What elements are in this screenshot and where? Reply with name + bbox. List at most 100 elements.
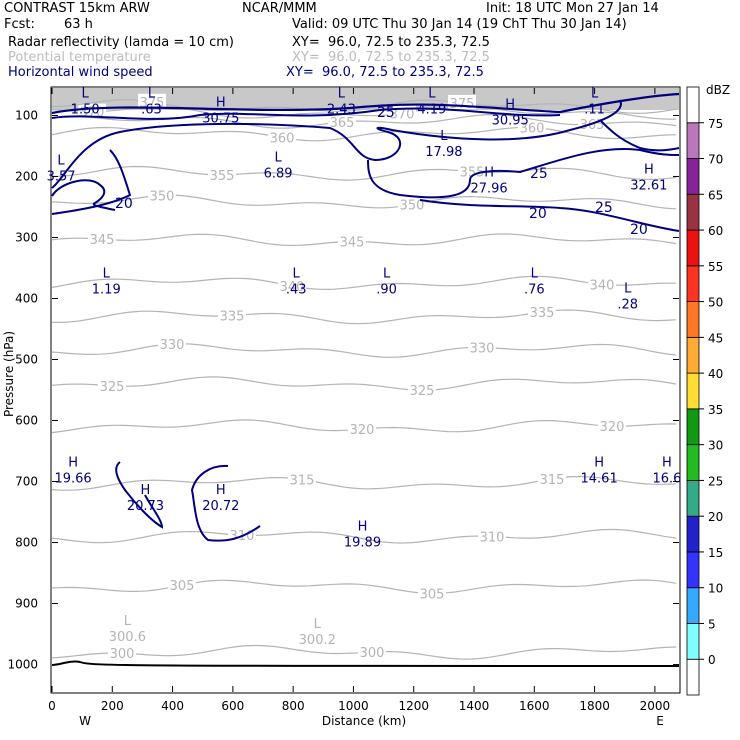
wind-extremum-type: H [594,455,604,470]
colorbar-label: 30 [708,439,723,453]
wind-extremum-value: 3.57 [47,169,76,184]
theta-contour-label: 320 [600,420,625,435]
colorbar-segment [686,551,700,589]
colorbar-label: 20 [708,510,723,524]
theta-label-bg [588,276,616,291]
wind-extremum-value: 1.19 [92,282,121,297]
theta-contour-label: 325 [410,384,435,399]
colorbar-label: 75 [708,117,723,131]
ground-line [51,660,680,667]
wind-extremum-value: 4.19 [417,102,446,117]
y-tick-label: 700 [15,475,38,489]
theta-label-bg [328,113,356,128]
y-axis-label: Pressure (hPa) [2,331,16,417]
wind-contour [51,92,680,115]
wind-extremum-type: L [531,266,539,281]
wind-extremum-type: H [141,483,151,498]
wind-extremum-type: H [216,96,226,111]
theta-contour-label: 345 [90,233,115,248]
colorbar-segment [686,480,700,517]
colorbar-segment [686,444,700,481]
theta-contour [51,309,677,325]
wind-extremum-type: H [484,166,494,181]
y-tick-label: 300 [15,230,38,244]
theta-contour-label: 355 [210,169,235,184]
wind-extremum-type: L [338,86,346,101]
colorbar-segment [686,86,700,124]
theta-label-bg [528,304,556,319]
x-tick-label: 200 [101,699,124,713]
wind-extremum-type: L [103,266,111,281]
theta-contour [51,343,677,358]
y-tick-label: 200 [15,169,38,183]
x-tick-label: 1800 [579,699,610,713]
colorbar-segment [686,372,700,410]
x-tick-label: 1600 [519,699,550,713]
wind-contour [51,179,116,211]
colorbar-segment [686,193,700,231]
wind-extremum-type: L [440,129,448,144]
colorbar-label: 40 [708,367,723,381]
wind-extremum-type: H [644,163,654,178]
y-tick-label: 800 [15,536,38,550]
wind-extremum-type: H [662,455,672,470]
theta-contour [51,275,676,291]
wind-extremum-value: 14.61 [581,471,618,486]
colorbar-segment [686,265,700,302]
wind-extremum-value: .76 [524,282,545,297]
colorbar-segment [686,158,700,195]
wind-contour-label: 25 [377,105,395,121]
wind-extremum-type: L [428,86,436,101]
wind-contour [51,99,622,189]
wind-extremum-value: 20.72 [202,499,239,514]
wind-contour [115,461,164,529]
colorbar-label: 10 [708,582,723,596]
theta-contour-label: 350 [400,199,425,214]
theta-label-bg [158,335,186,350]
x-axis-east-label: E [656,714,664,728]
theta-contour-label: 340 [590,278,615,293]
field-name-reflectivity: Radar reflectivity (lamda = 10 cm) [8,35,234,50]
theta-label-bg [218,307,246,322]
y-tick-label: 1000 [7,658,38,672]
wind-contour-label: 20 [529,206,547,222]
theta-label-bg [418,585,446,600]
theta-contour-label: 325 [100,380,125,395]
theta-contour-label: 375 [450,97,475,112]
wind-extremum-value: .43 [286,282,307,297]
theta-contour [51,528,677,544]
wind-contour-label: 25 [595,200,613,216]
model-title: CONTRAST 15km ARW [4,1,150,16]
wind-extremum-type: L [274,150,282,165]
theta-contour-label: 330 [160,338,185,353]
theta-contour-label: 355 [460,166,485,181]
theta-contour-label: 315 [540,473,565,488]
theta-extremum-type: L [124,614,132,629]
colorbar-label: 15 [708,546,723,560]
theta-label-bg [208,166,236,181]
fcst-label: Fcst: [4,17,35,32]
x-axis-west-label: W [79,714,91,728]
theta-label-bg [138,93,166,108]
theta-label-bg [288,471,316,486]
colorbar-segment [686,408,700,446]
wind-extremum-type: L [148,86,156,101]
x-tick-label: 600 [221,699,244,713]
wind-contour [599,119,680,152]
theta-label-bg [538,470,566,485]
theta-label-bg [278,277,306,292]
field-name-theta: Potential temperature [8,50,151,65]
y-tick-label: 400 [15,291,38,305]
theta-contour-label: 365 [330,116,355,131]
colorbar-segment [686,587,700,624]
colorbar-segment [686,515,700,553]
theta-contour-label: 345 [340,236,365,251]
wind-extremum-value: 1.50 [71,102,100,117]
theta-label-bg [598,418,626,433]
field-xy-theta: XY= 96.0, 72.5 to 235.3, 72.5 [292,50,490,65]
y-tick-label: 100 [15,108,38,122]
theta-contour-label: 335 [220,310,245,325]
theta-contour-label: 360 [270,132,295,147]
